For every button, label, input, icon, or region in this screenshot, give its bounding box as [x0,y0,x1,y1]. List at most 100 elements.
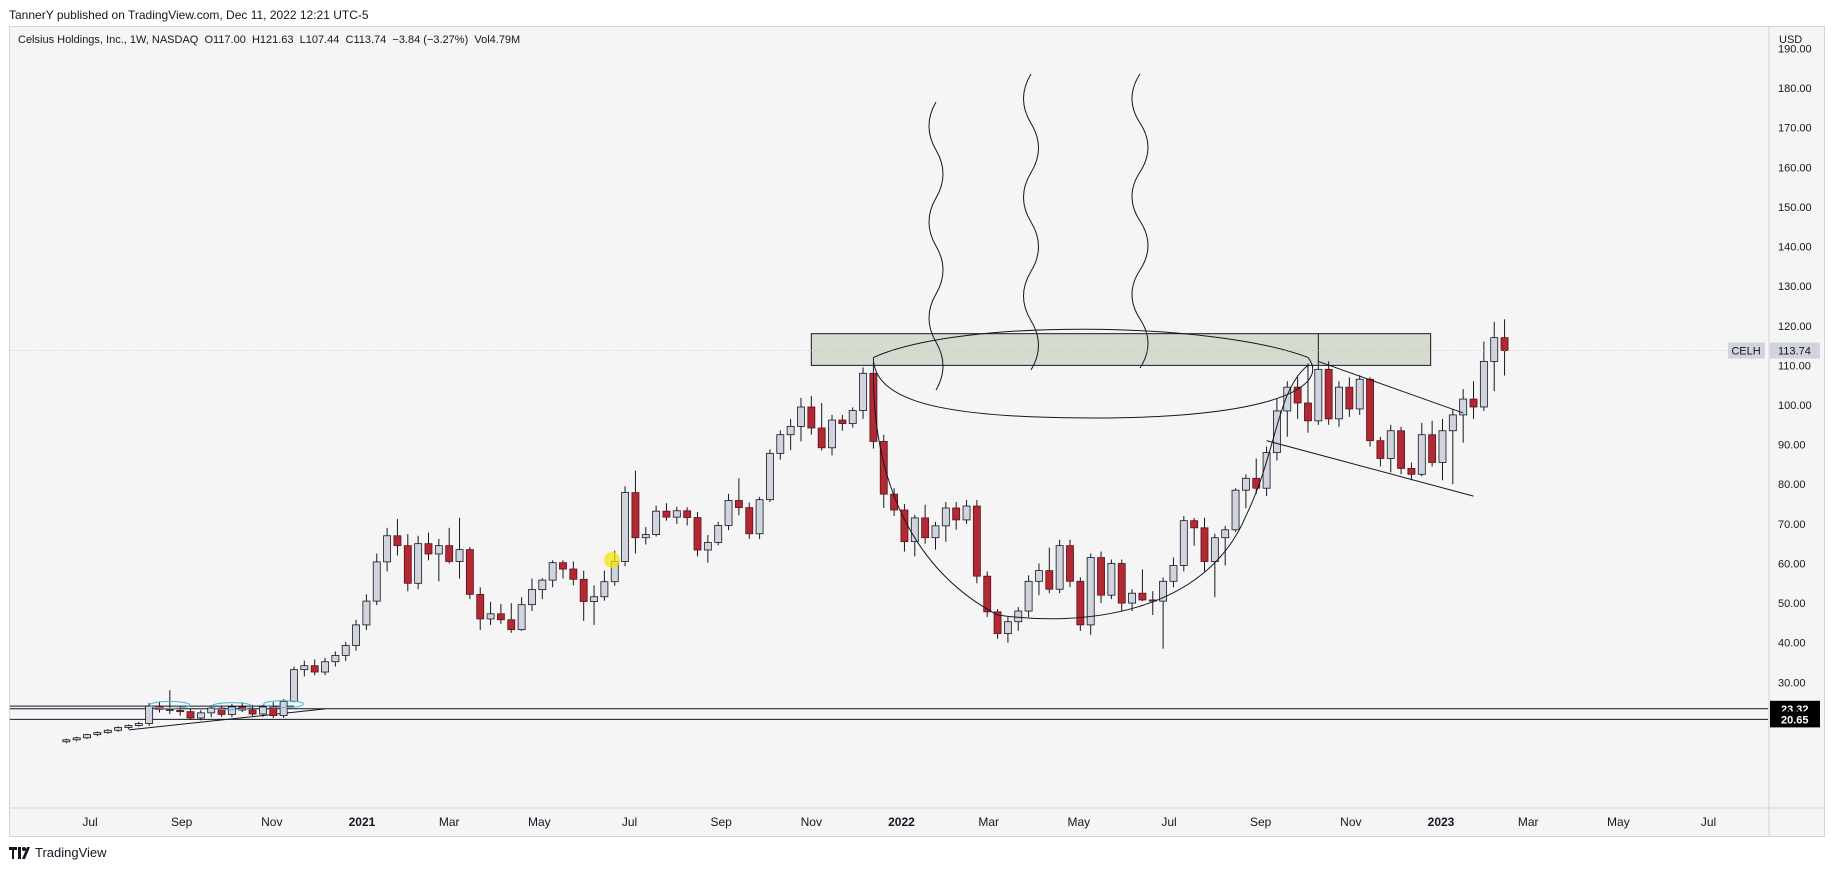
candle-down[interactable] [1397,430,1406,469]
candle-up[interactable] [72,737,81,741]
candle-up[interactable] [910,517,919,543]
candle-up[interactable] [1262,452,1271,489]
candle-up[interactable] [714,525,723,543]
candle-down[interactable] [559,562,567,570]
candle-up[interactable] [372,561,381,602]
candle-up[interactable] [548,562,557,581]
candle-up[interactable] [1335,386,1343,420]
candle-down[interactable] [1376,440,1385,459]
candle-down[interactable] [1345,386,1354,410]
candle-down[interactable] [579,578,588,602]
candle-down[interactable] [476,593,485,620]
candle-down[interactable] [1366,378,1374,442]
candle-up[interactable] [134,723,143,726]
candle-up[interactable] [1035,570,1043,582]
candle-up[interactable] [207,707,216,714]
candle-up[interactable] [1241,477,1250,491]
candle-down[interactable] [1066,545,1074,582]
candle-up[interactable] [1355,378,1364,410]
candle-down[interactable] [817,427,826,449]
candle-up[interactable] [362,600,371,626]
candle-down[interactable] [745,507,754,535]
candle-up[interactable] [703,542,712,551]
candle-up[interactable] [1210,537,1219,562]
candle-down[interactable] [662,510,671,518]
candle-down[interactable] [186,711,195,719]
candle-up[interactable] [383,535,392,563]
candle-up[interactable] [124,725,133,728]
candle-down[interactable] [1293,386,1302,404]
candle-down[interactable] [1190,520,1199,529]
candle-up[interactable] [227,706,236,715]
candle-down[interactable] [1428,434,1437,463]
candle-up[interactable] [1273,410,1281,453]
candle-up[interactable] [300,665,309,671]
candle-down[interactable] [1407,467,1416,475]
candle-up[interactable] [755,499,764,535]
candle-up[interactable] [1107,563,1116,596]
candle-down[interactable] [176,710,185,713]
candle-up[interactable] [1479,361,1488,408]
candle-down[interactable] [1469,398,1478,408]
candle-up[interactable] [103,729,112,734]
candle-down[interactable] [1304,402,1312,422]
candle-up[interactable] [1159,580,1168,602]
candle-up[interactable] [1438,430,1447,463]
candle-up[interactable] [1283,386,1292,412]
candle-up[interactable] [590,596,598,602]
candle-down[interactable] [403,545,412,584]
candle-up[interactable] [1014,610,1023,623]
candle-up[interactable] [145,705,154,724]
candle-down[interactable] [972,505,981,577]
candle-up[interactable] [652,510,661,535]
candle-up[interactable] [1055,545,1064,590]
candle-up[interactable] [1221,529,1230,539]
candle-up[interactable] [517,604,526,631]
candle-down[interactable] [693,517,702,551]
candle-up[interactable] [828,419,836,449]
candle-up[interactable] [600,581,609,598]
candle-up[interactable] [290,669,298,702]
candle-up[interactable] [962,505,971,521]
candle-up[interactable] [1128,592,1136,604]
candle-up[interactable] [786,425,795,436]
candle-down[interactable] [217,707,226,715]
candle-down[interactable] [310,665,319,673]
candle-up[interactable] [321,661,329,673]
candle-down[interactable] [1097,557,1105,596]
candle-up[interactable] [341,645,350,656]
candle-down[interactable] [890,493,899,511]
candle-down[interactable] [807,406,816,429]
candle-down[interactable] [734,500,743,509]
candle-up[interactable] [414,543,423,584]
candle-down[interactable] [838,419,847,425]
candle-up[interactable] [259,706,267,715]
candle-down[interactable] [1045,570,1054,590]
candle-down[interactable] [393,535,402,547]
candle-up[interactable] [1417,434,1426,475]
candle-down[interactable] [983,575,992,613]
candle-down[interactable] [165,708,174,711]
candle-down[interactable] [631,492,640,539]
candle-up[interactable] [1179,520,1188,566]
candle-up[interactable] [672,510,681,518]
candle-up[interactable] [93,732,102,736]
candle-up[interactable] [1459,398,1468,416]
candle-up[interactable] [1386,430,1395,459]
candle-down[interactable] [921,517,930,539]
candle-up[interactable] [1003,621,1012,635]
candle-up[interactable] [1448,414,1457,432]
candle-up[interactable] [196,712,205,719]
candle-down[interactable] [248,709,257,715]
candle-down[interactable] [569,568,578,580]
candle-up[interactable] [1490,337,1499,362]
candle-up[interactable] [1231,489,1240,531]
candle-down[interactable] [879,441,888,495]
candle-down[interactable] [465,549,474,595]
candle-up[interactable] [859,372,867,411]
candle-down[interactable] [1138,592,1147,601]
candle-up[interactable] [331,654,340,663]
candle-up[interactable] [486,613,495,620]
candle-up[interactable] [1314,368,1323,422]
candle-up[interactable] [83,734,91,739]
